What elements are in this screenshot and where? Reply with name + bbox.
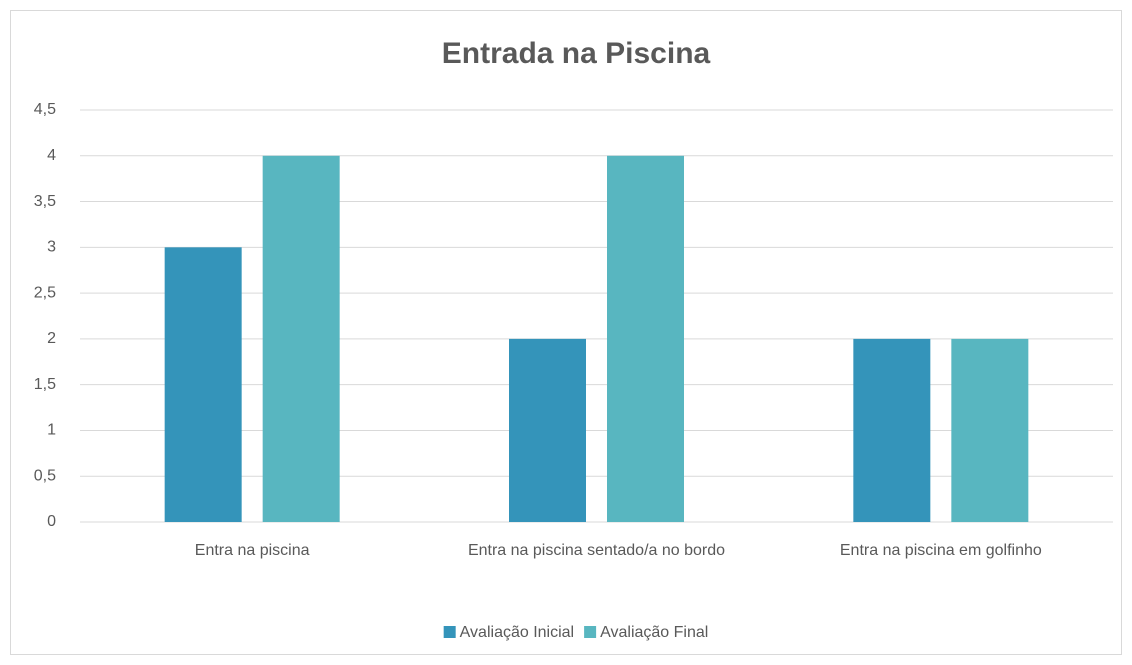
y-tick-label: 4,5 [34,101,56,118]
x-tick-label-box: Entra na piscina sentado/a no bordo [467,542,726,559]
y-tick-label: 0 [47,513,56,530]
bar [509,338,586,522]
x-tick-label: Entra na piscina sentado/a no bordo [467,542,726,559]
y-tick-label: 3 [47,239,56,256]
y-tick-label: 3,5 [34,193,56,210]
chart-title: Entrada na Piscina [442,37,711,70]
bar [853,338,931,522]
y-tick-label: 1,5 [34,376,56,393]
bar [262,155,340,522]
x-tick-label-box: Entra na piscina em golfinho [839,542,1042,559]
x-tick-label: Entra na piscina em golfinho [839,542,1042,559]
legend-label: Avaliação Final [600,624,708,641]
legend-swatch [443,626,456,638]
bar [164,247,242,523]
x-tick-label-box: Entra na piscina [194,542,310,559]
bar [607,155,684,522]
y-tick-label: 4 [47,147,56,164]
x-tick-label: Entra na piscina [194,542,310,559]
legend-swatch [584,626,597,638]
bar [951,338,1029,522]
y-tick-label: 1 [47,422,56,439]
y-tick-label: 0,5 [34,467,56,484]
legend-label: Avaliação Inicial [460,624,574,641]
y-tick-label: 2 [47,330,56,347]
legend: Avaliação Inicial Avaliação Final [443,624,708,641]
y-tick-label: 2,5 [34,284,56,301]
